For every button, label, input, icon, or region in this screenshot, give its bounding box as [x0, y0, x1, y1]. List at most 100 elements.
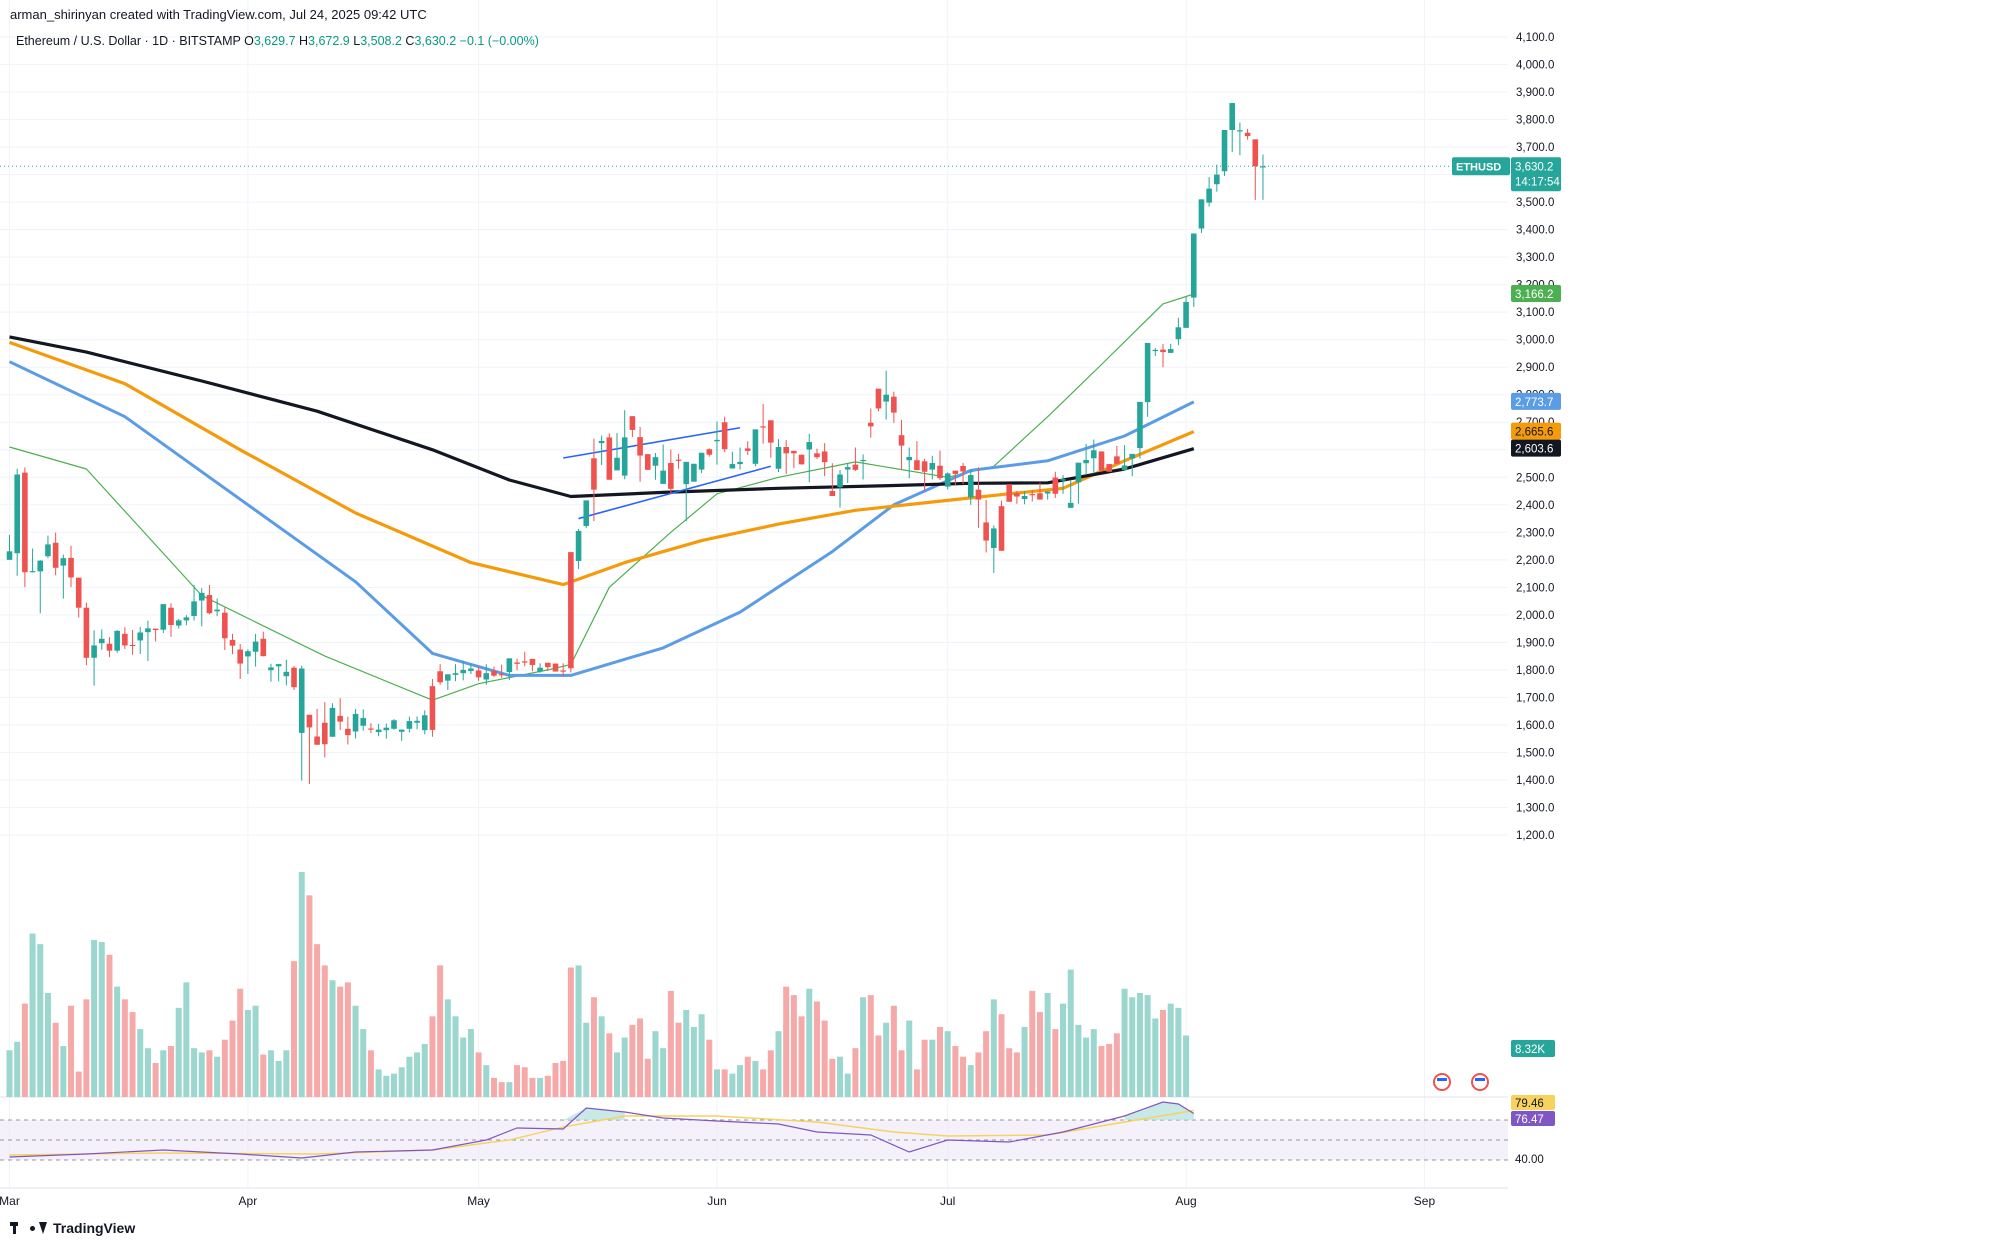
candle-body: [183, 617, 190, 621]
volume-bar: [875, 1035, 882, 1097]
candle-body: [191, 601, 197, 616]
candle-body: [268, 667, 274, 671]
price-tick-label: 1,700.0: [1516, 692, 1554, 704]
candle-body: [83, 607, 90, 658]
time-tick-label: Apr: [239, 1194, 258, 1208]
volume-bar: [583, 1022, 590, 1097]
volume-bar: [352, 1005, 359, 1097]
volume-bar: [291, 961, 298, 1097]
volume-bar: [1021, 1026, 1028, 1097]
candle-body: [875, 388, 882, 409]
time-tick-label: Jul: [940, 1194, 955, 1208]
open-label: O: [244, 34, 254, 48]
volume-bar: [237, 988, 244, 1097]
volume-bar: [106, 954, 113, 1097]
candle-body: [275, 664, 282, 667]
volume-bar: [175, 1007, 182, 1097]
candle-body: [1260, 166, 1266, 168]
volume-bar: [621, 1037, 628, 1097]
trend-line: [578, 465, 772, 520]
volume-bar: [975, 1052, 982, 1097]
volume-bar: [75, 1071, 82, 1097]
volume-bar: [60, 1046, 67, 1097]
candle-body: [698, 452, 705, 470]
candle-body: [668, 462, 674, 489]
candle-body: [321, 722, 328, 745]
volume-bar: [1075, 1024, 1082, 1097]
volume-bar: [306, 895, 313, 1097]
price-tick-label: 1,800.0: [1516, 665, 1554, 677]
volume-bar: [906, 1020, 913, 1097]
candle-body: [560, 670, 566, 672]
candle-body: [537, 667, 543, 672]
volume-bar: [844, 1073, 851, 1097]
time-axis[interactable]: Mar Apr May Jun Jul Aug Sep: [0, 1194, 1435, 1208]
candle-body: [152, 628, 159, 630]
candle-body: [1129, 453, 1136, 459]
price-tick-label: 3,700.0: [1516, 142, 1554, 154]
volume-value: 8.32K: [1515, 1044, 1545, 1056]
volume-bar: [660, 1048, 667, 1097]
candle-body: [783, 447, 789, 454]
event-flag-icon: [1433, 1073, 1451, 1091]
candle-body: [844, 467, 851, 470]
candle-body: [952, 470, 959, 474]
candle-body: [1044, 491, 1051, 494]
volume-bar: [1044, 992, 1051, 1097]
channel-lines[interactable]: [563, 426, 772, 520]
price-tick-label: 2,000.0: [1516, 610, 1554, 622]
price-tick-label: 2,400.0: [1516, 500, 1554, 512]
high-label: H: [299, 34, 309, 48]
price-tick-label: 2,200.0: [1516, 555, 1554, 567]
candle-body: [991, 528, 997, 548]
candle-body: [1214, 174, 1220, 185]
volume-bar: [444, 999, 451, 1097]
rsi-ma-value: 79.46: [1515, 1098, 1544, 1110]
grid-lines: [0, 0, 1508, 1189]
volume-bar: [321, 965, 328, 1097]
price-tick-label: 4,100.0: [1516, 32, 1554, 44]
price-tick-label: 3,000.0: [1516, 335, 1554, 347]
candle-body: [1252, 139, 1259, 167]
candle-body: [545, 662, 551, 668]
tradingview-logo[interactable]: TradingView: [10, 1220, 135, 1236]
candle-body: [368, 728, 374, 730]
volume-bar: [1013, 1052, 1020, 1097]
candle-body: [1021, 495, 1028, 500]
candle-body: [675, 459, 682, 461]
volume-bar: [614, 1052, 621, 1097]
volume-bar: [298, 872, 305, 1097]
candle-body: [414, 720, 420, 723]
volume-bar: [1006, 1048, 1013, 1097]
volume-bar: [91, 939, 98, 1097]
volume-bar: [206, 1050, 213, 1097]
volume-bar: [529, 1077, 536, 1097]
volume-bar: [391, 1073, 397, 1097]
close-value: 3,630.2: [414, 34, 457, 48]
candle-body: [921, 461, 928, 472]
volume-bar: [221, 1039, 228, 1097]
high-value: 3,672.9: [308, 34, 350, 48]
candle-body: [721, 422, 728, 450]
time-tick-label: Sep: [1414, 1194, 1436, 1208]
candle-body: [445, 674, 451, 681]
symbol-tag-box: [1452, 157, 1510, 176]
candle-body: [552, 663, 559, 672]
volume-bar: [544, 1075, 551, 1097]
candle-body: [737, 461, 743, 465]
candle-body: [252, 641, 259, 652]
rsi-line: [9, 1101, 1195, 1159]
candle-body: [944, 473, 951, 487]
volume-bar: [1113, 1033, 1120, 1097]
candle-body: [1229, 103, 1236, 131]
candle-body: [145, 628, 151, 633]
price-labels: ETHUSD 3,630.2 14:17:54 3,166.2 2,773.7 2,665…: [0, 157, 1561, 1091]
candle-body: [744, 448, 751, 451]
volume-bar: [598, 1016, 605, 1097]
tv-logo-triangle-icon: [39, 1222, 47, 1234]
candle-body: [852, 464, 859, 470]
candle-body: [614, 457, 620, 471]
symbol-legend[interactable]: Ethereum / U.S. Dollar · 1D · BITSTAMP O…: [16, 34, 539, 48]
volume-bar: [98, 942, 105, 1097]
